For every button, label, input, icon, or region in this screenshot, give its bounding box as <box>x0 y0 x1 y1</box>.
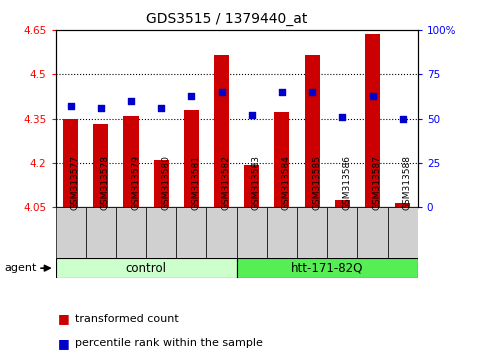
Bar <box>116 207 146 258</box>
Bar <box>214 55 229 207</box>
Bar <box>93 124 108 207</box>
Text: percentile rank within the sample: percentile rank within the sample <box>75 338 263 348</box>
Bar <box>176 207 207 258</box>
Text: GSM313579: GSM313579 <box>131 155 140 210</box>
Point <box>67 103 74 109</box>
Bar <box>388 207 418 258</box>
Text: GSM313581: GSM313581 <box>191 155 200 210</box>
Bar <box>56 258 237 278</box>
Bar <box>335 200 350 207</box>
Point <box>127 98 135 104</box>
Text: transformed count: transformed count <box>75 314 179 324</box>
Text: GSM313582: GSM313582 <box>222 155 230 210</box>
Text: ■: ■ <box>58 312 74 325</box>
Bar <box>154 160 169 207</box>
Point <box>278 89 286 95</box>
Text: ■: ■ <box>58 337 74 350</box>
Text: GSM313585: GSM313585 <box>312 155 321 210</box>
Bar <box>395 202 410 207</box>
Bar <box>357 207 388 258</box>
Text: GSM313580: GSM313580 <box>161 155 170 210</box>
Text: control: control <box>126 262 167 275</box>
Bar <box>365 34 380 207</box>
Bar <box>63 119 78 207</box>
Bar <box>274 112 289 207</box>
Point <box>218 89 226 95</box>
Point <box>308 89 316 95</box>
Bar <box>207 207 237 258</box>
Text: htt-171-82Q: htt-171-82Q <box>291 262 363 275</box>
Point <box>339 114 346 120</box>
Bar <box>297 207 327 258</box>
Point <box>187 93 195 98</box>
Text: GSM313578: GSM313578 <box>101 155 110 210</box>
Bar <box>244 165 259 207</box>
Text: GSM313588: GSM313588 <box>403 155 412 210</box>
Bar <box>327 207 357 258</box>
Text: GSM313577: GSM313577 <box>71 155 80 210</box>
Bar <box>56 207 86 258</box>
Bar <box>86 207 116 258</box>
Bar <box>184 110 199 207</box>
Text: GDS3515 / 1379440_at: GDS3515 / 1379440_at <box>146 12 308 27</box>
Point <box>97 105 105 111</box>
Bar <box>237 258 418 278</box>
Bar <box>146 207 176 258</box>
Bar <box>305 55 320 207</box>
Bar <box>237 207 267 258</box>
Point <box>399 116 407 121</box>
Point <box>369 93 376 98</box>
Text: GSM313587: GSM313587 <box>372 155 382 210</box>
Text: GSM313583: GSM313583 <box>252 155 261 210</box>
Bar <box>124 116 139 207</box>
Text: GSM313584: GSM313584 <box>282 155 291 210</box>
Text: GSM313586: GSM313586 <box>342 155 351 210</box>
Bar <box>267 207 297 258</box>
Point <box>157 105 165 111</box>
Point <box>248 112 256 118</box>
Text: agent: agent <box>5 263 37 273</box>
